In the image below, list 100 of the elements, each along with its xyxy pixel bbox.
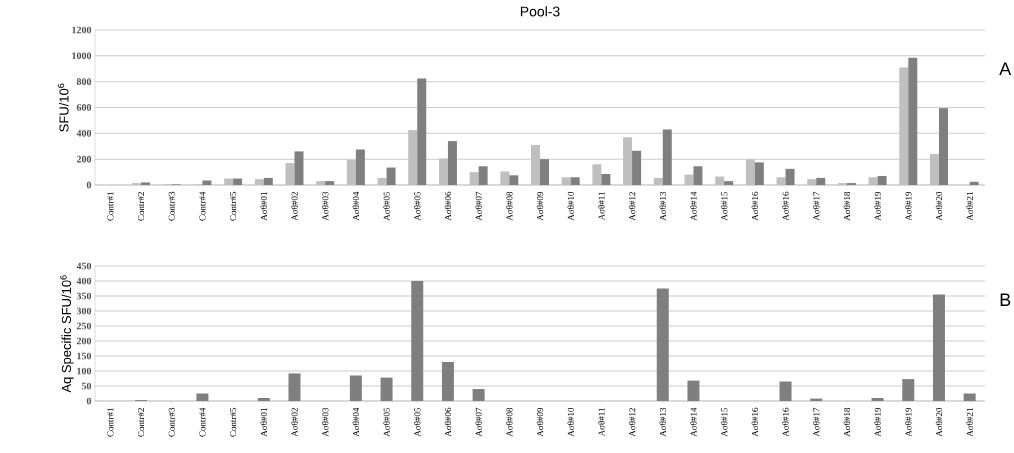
x-tick-label: Aσθ#10	[567, 191, 574, 221]
bar	[478, 166, 488, 185]
bar	[316, 181, 326, 185]
x-tick-label: Contr#1	[107, 192, 114, 221]
x-tick-label: Aσθ#06	[444, 191, 452, 221]
x-tick-label: Aσθ#18	[843, 407, 851, 437]
bar	[754, 162, 764, 185]
bar	[776, 177, 786, 185]
bar	[411, 281, 424, 401]
bar	[288, 373, 301, 401]
x-tick-label: Aσθ#07	[475, 191, 482, 221]
x-tick-label: Aσθ#13	[659, 407, 666, 437]
x-tick-label: Contr#2	[138, 408, 145, 437]
y-tick-label: 200	[76, 337, 92, 345]
bar	[263, 177, 273, 185]
bar	[472, 389, 485, 401]
bar	[653, 177, 663, 185]
x-tick-label: Aσθ#13	[659, 191, 666, 221]
y-tick-label: 800	[76, 78, 92, 86]
x-tick-label: Aσθ#14	[690, 407, 697, 437]
x-tick-label: Aσθ#19	[874, 191, 881, 221]
bar	[257, 398, 270, 401]
bar	[509, 175, 519, 185]
bar	[938, 108, 948, 185]
x-tick-label: Aσθ#16	[751, 407, 759, 437]
bar	[908, 57, 918, 185]
x-tick-label: Aσθ#09	[536, 407, 544, 437]
bar	[531, 144, 541, 185]
bar	[963, 393, 976, 401]
x-tick-label: Aσθ#19	[905, 407, 912, 437]
x-tick-label: Aσθ#17	[813, 407, 820, 437]
bar	[325, 181, 335, 185]
y-axis-title: Aq Specific SFU/10$^{6}$	[60, 275, 74, 393]
x-tick-label: Aσθ#20	[935, 407, 943, 437]
y-tick-label: 1000	[72, 52, 92, 60]
x-tick-label: Aσθ#05	[414, 191, 421, 221]
x-tick-label: Aσθ#18	[843, 191, 851, 221]
x-tick-label: Aσθ#19	[905, 191, 912, 221]
bar	[899, 67, 909, 185]
bar	[745, 159, 755, 185]
x-tick-label: Aσθ#19	[874, 407, 881, 437]
bar	[687, 380, 700, 401]
x-tick-label: Contr#3	[168, 407, 175, 437]
bar	[469, 172, 479, 185]
bar	[380, 377, 393, 401]
x-tick-label: Aσθ#02	[291, 408, 298, 437]
chart-title: Pool-3	[520, 6, 560, 17]
x-tick-label: Contr#5	[230, 191, 237, 221]
y-tick-label: 100	[77, 367, 92, 375]
x-tick-label: Aσθ#04	[352, 191, 360, 221]
bar	[294, 151, 304, 185]
x-tick-label: Aσθ#15	[720, 407, 728, 437]
x-tick-label: Aσθ#05	[383, 407, 390, 437]
x-tick-label: Aσθ#06	[444, 407, 452, 437]
bar	[693, 166, 703, 185]
y-axis-title: SFU/10$^{6}$	[57, 83, 69, 132]
bar	[969, 181, 979, 185]
bar	[355, 149, 365, 185]
bar	[715, 176, 725, 185]
bar	[570, 177, 580, 185]
x-tick-label: Aσθ#11	[598, 408, 605, 437]
bar	[785, 168, 795, 185]
y-tick-label: 250	[76, 322, 92, 330]
bar	[868, 177, 878, 185]
x-tick-label: Contr#4	[199, 191, 206, 221]
y-tick-label: 0	[86, 181, 92, 189]
y-tick-label: 350	[76, 292, 92, 300]
x-tick-label: Aσθ#08	[506, 191, 513, 221]
bar	[877, 175, 887, 185]
bar	[141, 182, 151, 185]
x-tick-label: Aσθ#05	[414, 407, 421, 437]
bar	[285, 163, 295, 185]
bar	[662, 129, 672, 185]
bar	[196, 393, 209, 401]
x-tick-label: Aσθ#03	[321, 191, 329, 221]
bar	[656, 288, 669, 401]
x-tick-label: Aσθ#21	[966, 408, 973, 437]
bar	[632, 150, 642, 185]
bar	[386, 167, 396, 185]
y-tick-label: 400	[76, 277, 92, 285]
bar	[346, 159, 356, 185]
bar	[224, 178, 234, 185]
y-tick-label: 400	[76, 129, 92, 137]
x-tick-label: Aσθ#14	[690, 191, 697, 221]
x-tick-label: Aσθ#16	[782, 407, 789, 437]
bar	[779, 381, 792, 401]
bar	[417, 78, 427, 185]
bar	[684, 174, 694, 185]
bar	[871, 398, 884, 401]
x-tick-label: Contr#2	[138, 192, 145, 221]
y-tick-label: 450	[76, 262, 92, 270]
bar	[807, 179, 817, 185]
bar	[929, 154, 939, 185]
y-tick-label: 200	[76, 155, 92, 163]
bar	[233, 178, 243, 185]
bar	[202, 180, 212, 185]
x-tick-label: Aσθ#12	[628, 408, 636, 437]
bar	[592, 164, 602, 185]
x-tick-label: Contr#1	[107, 408, 114, 437]
bar	[601, 174, 611, 185]
